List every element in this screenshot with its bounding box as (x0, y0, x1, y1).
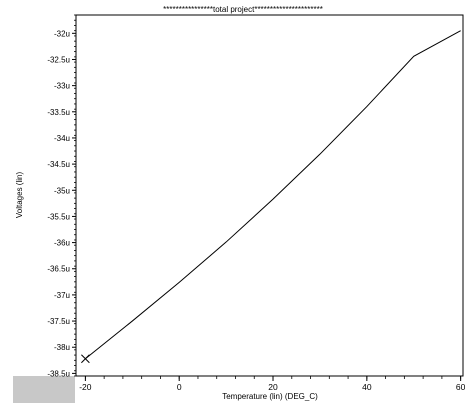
y-tick-label: -33.5u (47, 108, 70, 117)
x-axis-label: Temperature (lin) (DEG_C) (222, 392, 318, 401)
x-tick-label: 20 (268, 382, 278, 392)
y-tick-label: -36u (54, 239, 70, 248)
plot-frame (75, 14, 464, 377)
y-tick-label: -35u (54, 186, 70, 195)
series-line (85, 30, 461, 360)
y-tick-label: -34u (54, 134, 70, 143)
y-tick-label: -37u (54, 291, 70, 300)
corner-gray-block (13, 376, 75, 403)
y-tick-label: -36.5u (47, 265, 70, 274)
y-tick-label: -35.5u (47, 212, 70, 221)
y-tick-label: -38.5u (47, 369, 70, 378)
y-tick-label: -38u (54, 343, 70, 352)
series-marker-stroke (81, 354, 90, 364)
series-marker (81, 354, 90, 364)
y-tick-label: -32.5u (47, 55, 70, 64)
y-tick-label: -37.5u (47, 317, 70, 326)
y-axis-label: Voltages (lin) (15, 172, 24, 219)
x-tick-label: 0 (177, 382, 182, 392)
y-tick-label: -32u (54, 29, 70, 38)
series-layer (81, 30, 461, 364)
y-tick-label: -34.5u (47, 160, 70, 169)
x-tick-label: -20 (79, 382, 92, 392)
ticks-layer: -32u -32.5u -33u -33.5u -34u -34.5u -35u -35.5u… (47, 14, 466, 392)
x-tick-label: 60 (456, 382, 466, 392)
y-tick-label: -33u (54, 82, 70, 91)
x-tick-label: 40 (362, 382, 372, 392)
chart-title: ****************total project***********… (163, 5, 323, 14)
